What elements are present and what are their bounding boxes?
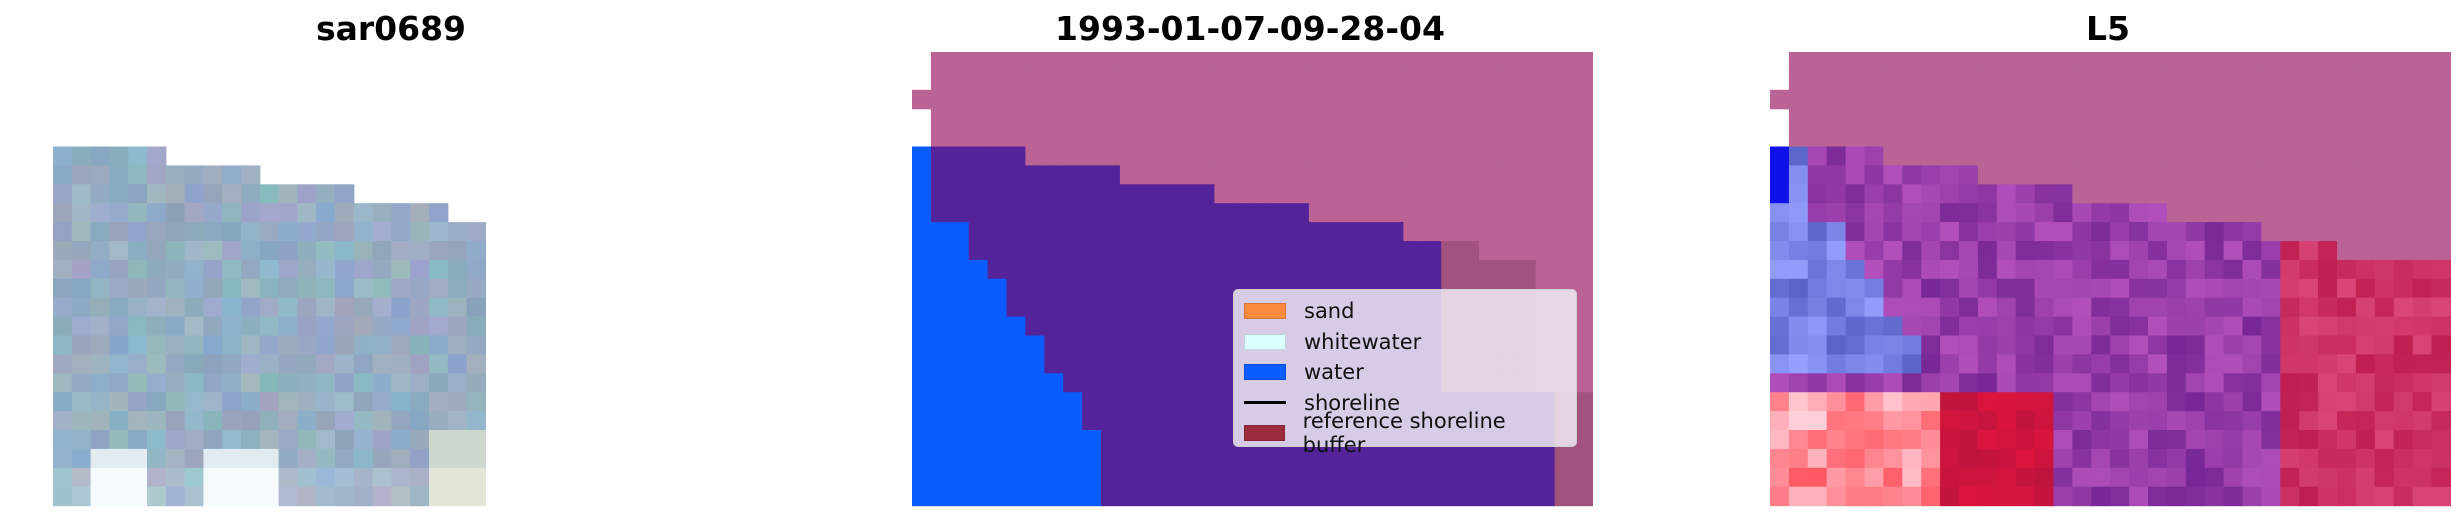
legend-swatch xyxy=(1244,303,1286,320)
legend-item: sand xyxy=(1244,296,1566,327)
probability-image xyxy=(1770,52,2451,507)
legend-item: shoreline xyxy=(1244,388,1566,419)
legend-item: water xyxy=(1244,357,1566,388)
legend-item: whitewater xyxy=(1244,327,1566,358)
legend-label: reference shoreline buffer xyxy=(1302,409,1506,458)
legend-label: shoreline xyxy=(1304,390,1401,415)
panel-title-date: 1993-01-07-09-28-04 xyxy=(1055,9,1445,48)
legend-swatch xyxy=(1244,425,1285,442)
panel-title-sar: sar0689 xyxy=(315,9,467,48)
legend-swatch xyxy=(1244,333,1286,350)
legend-label: water xyxy=(1304,360,1364,385)
legend: sand whitewater water shoreline reference sh… xyxy=(1233,289,1577,457)
sar-image xyxy=(53,146,486,507)
panel-title-l5: L5 xyxy=(2086,9,2130,48)
legend-label: sand xyxy=(1304,299,1355,324)
legend-swatch xyxy=(1244,364,1286,381)
legend-item: reference shoreline buffer xyxy=(1244,409,1566,457)
legend-label: whitewater xyxy=(1304,329,1422,354)
legend-swatch xyxy=(1244,401,1286,405)
